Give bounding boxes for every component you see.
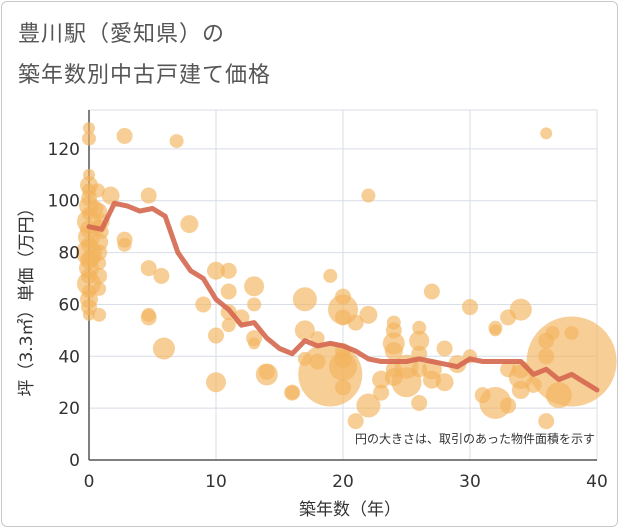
data-bubble bbox=[538, 413, 555, 430]
chart-title-line2: 築年数別中古戸建て価格 bbox=[18, 63, 272, 88]
data-bubble bbox=[462, 299, 478, 316]
data-bubble bbox=[509, 298, 532, 321]
data-bubble bbox=[292, 287, 317, 312]
data-bubble bbox=[101, 186, 120, 205]
data-bubble bbox=[411, 394, 428, 411]
data-bubble bbox=[359, 305, 378, 324]
data-bubble bbox=[409, 330, 430, 351]
data-bubble bbox=[90, 183, 105, 198]
data-bubble bbox=[356, 393, 381, 418]
x-tick-label: 0 bbox=[84, 472, 95, 492]
data-bubble bbox=[83, 308, 95, 321]
data-bubble bbox=[329, 352, 357, 381]
data-bubble bbox=[489, 324, 502, 337]
data-bubble bbox=[82, 131, 96, 146]
data-bubble bbox=[153, 267, 170, 284]
data-bubble bbox=[247, 297, 262, 312]
data-bubble bbox=[207, 261, 225, 280]
data-bubble bbox=[169, 134, 184, 149]
data-bubble bbox=[373, 384, 390, 401]
data-bubble bbox=[511, 381, 530, 399]
y-axis-label: 坪（3.3㎡）単価（万円） bbox=[17, 199, 37, 396]
x-tick-label: 30 bbox=[459, 472, 481, 492]
x-tick-label: 10 bbox=[205, 472, 227, 492]
data-bubble bbox=[435, 373, 454, 392]
data-bubble bbox=[220, 283, 237, 300]
y-tick-label: 40 bbox=[58, 347, 80, 367]
data-bubble bbox=[152, 337, 175, 360]
data-bubble bbox=[92, 281, 107, 296]
average-price-line bbox=[86, 200, 600, 393]
y-tick-label: 20 bbox=[58, 399, 80, 419]
data-bubble bbox=[248, 337, 261, 350]
data-bubble bbox=[526, 316, 617, 407]
axis-ticks: 0 10 20 30 40 0 20 40 60 80 100 120 bbox=[48, 140, 608, 492]
y-tick-label: 120 bbox=[48, 140, 80, 160]
x-tick-label: 20 bbox=[332, 472, 354, 492]
data-bubble bbox=[423, 283, 440, 300]
data-bubble bbox=[412, 320, 427, 335]
bubble-size-note: 円の大きさは、取引のあった物件面積を示す bbox=[355, 431, 595, 446]
data-bubble bbox=[285, 385, 300, 400]
grid bbox=[88, 109, 598, 461]
data-bubble bbox=[208, 327, 224, 344]
chart-title-line1: 豊川駅（愛知県）の bbox=[18, 22, 226, 47]
data-bubble bbox=[384, 342, 403, 361]
data-bubble bbox=[195, 296, 212, 313]
data-bubble bbox=[92, 255, 107, 270]
y-tick-label: 80 bbox=[58, 244, 80, 264]
data-bubble bbox=[221, 318, 236, 333]
data-bubble bbox=[206, 372, 226, 393]
data-bubble bbox=[91, 267, 108, 284]
x-axis-label: 築年数（年） bbox=[299, 500, 401, 520]
y-tick-label: 100 bbox=[48, 192, 80, 212]
data-bubble bbox=[310, 331, 325, 346]
data-bubble bbox=[117, 237, 132, 252]
data-bubble bbox=[91, 244, 108, 261]
data-bubble bbox=[323, 268, 338, 283]
data-bubble bbox=[347, 314, 364, 331]
bubbles bbox=[76, 122, 617, 430]
data-bubble bbox=[255, 363, 278, 386]
data-bubble bbox=[347, 413, 364, 430]
data-bubble bbox=[116, 127, 133, 144]
y-tick-label: 0 bbox=[69, 451, 80, 471]
data-bubble bbox=[500, 397, 517, 414]
data-bubble bbox=[83, 122, 95, 135]
data-bubble bbox=[140, 309, 157, 326]
x-tick-label: 40 bbox=[586, 472, 608, 492]
data-bubble bbox=[140, 187, 157, 204]
data-bubble bbox=[140, 260, 157, 277]
data-bubble bbox=[244, 276, 265, 297]
data-bubble bbox=[540, 127, 553, 140]
y-tick-label: 60 bbox=[58, 295, 80, 315]
data-bubble bbox=[335, 309, 351, 326]
data-bubble bbox=[220, 262, 237, 279]
data-bubble bbox=[92, 307, 107, 322]
data-bubble bbox=[335, 379, 351, 396]
data-bubble bbox=[180, 215, 199, 234]
data-bubble bbox=[436, 340, 453, 357]
data-bubble bbox=[294, 320, 315, 341]
data-bubble bbox=[361, 188, 376, 203]
data-bubble bbox=[564, 325, 579, 340]
